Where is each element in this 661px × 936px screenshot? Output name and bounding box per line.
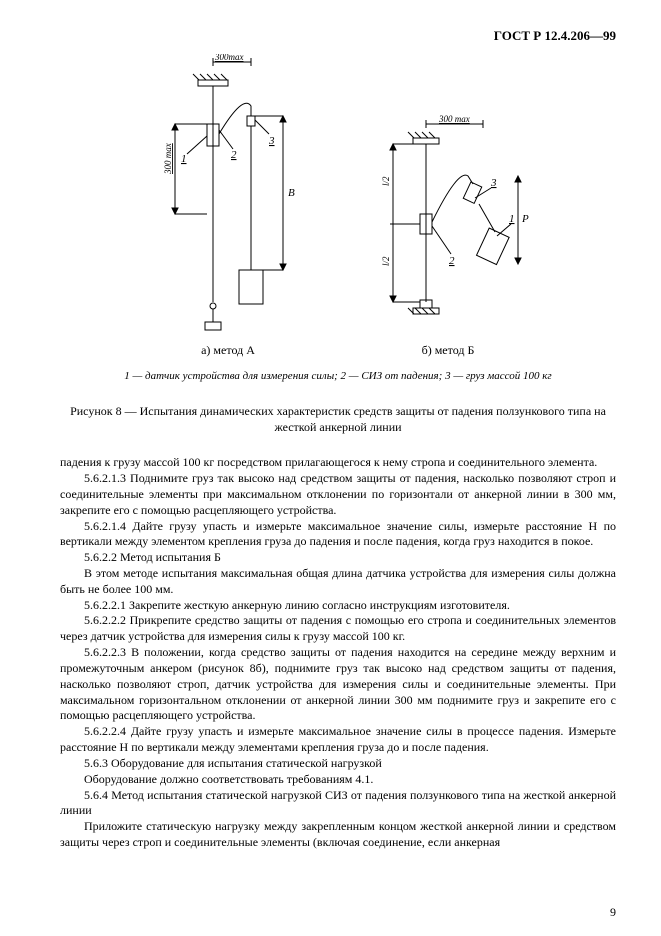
label-3-a: 3 bbox=[268, 135, 275, 147]
figure-b-caption: б) метод Б bbox=[363, 343, 533, 358]
dim-top-a: 300max bbox=[214, 54, 244, 62]
figure-a-caption: а) метод А bbox=[143, 343, 313, 358]
paragraph: 5.6.3 Оборудование для испытания статиче… bbox=[60, 756, 616, 772]
label-2-b: 2 bbox=[449, 255, 455, 267]
figures-row: 300max 300 max B 1 2 3 а) метод А bbox=[60, 54, 616, 358]
figure-a: 300max 300 max B 1 2 3 а) метод А bbox=[143, 54, 313, 358]
paragraph: падения к грузу массой 100 кг посредство… bbox=[60, 455, 616, 471]
page-number: 9 bbox=[610, 905, 616, 920]
figure-title: Рисунок 8 — Испытания динамических харак… bbox=[60, 404, 616, 435]
label-1-b: 1 bbox=[509, 213, 515, 225]
paragraph: В этом методе испытания максимальная общ… bbox=[60, 566, 616, 598]
figure-b: 300 max l/2 l/2 P 3 1 2 б) метод Б bbox=[363, 114, 533, 358]
page: ГОСТ Р 12.4.206—99 bbox=[0, 0, 661, 936]
paragraph: 5.6.2.2 Метод испытания Б bbox=[60, 550, 616, 566]
dim-left-b-1: l/2 bbox=[381, 176, 391, 186]
body-text: падения к грузу массой 100 кг посредство… bbox=[60, 455, 616, 851]
label-2-a: 2 bbox=[231, 149, 237, 161]
dim-left-a: 300 max bbox=[163, 143, 173, 175]
dim-right-a: B bbox=[288, 187, 295, 199]
label-1-a: 1 bbox=[181, 153, 187, 165]
paragraph: 5.6.2.2.1 Закрепите жесткую анкерную лин… bbox=[60, 598, 616, 614]
label-3-b: 3 bbox=[490, 177, 497, 189]
dim-left-b-2: l/2 bbox=[381, 256, 391, 266]
figure-b-svg: 300 max l/2 l/2 P 3 1 2 bbox=[363, 114, 533, 339]
paragraph: 5.6.2.1.4 Дайте грузу упасть и измерьте … bbox=[60, 519, 616, 551]
paragraph: Приложите статическую нагрузку между зак… bbox=[60, 819, 616, 851]
document-code: ГОСТ Р 12.4.206—99 bbox=[60, 28, 616, 44]
paragraph: 5.6.2.2.4 Дайте грузу упасть и измерьте … bbox=[60, 724, 616, 756]
paragraph: 5.6.4 Метод испытания статической нагруз… bbox=[60, 788, 616, 820]
paragraph: 5.6.2.2.2 Прикрепите средство защиты от … bbox=[60, 613, 616, 645]
dim-right-b: P bbox=[521, 213, 529, 225]
paragraph: 5.6.2.1.3 Поднимите груз так высоко над … bbox=[60, 471, 616, 518]
paragraph: 5.6.2.2.3 В положении, когда средство за… bbox=[60, 645, 616, 724]
dim-top-b: 300 max bbox=[438, 114, 470, 124]
figure-legend: 1 — датчик устройства для измерения силы… bbox=[60, 370, 616, 382]
figure-a-svg: 300max 300 max B 1 2 3 bbox=[143, 54, 313, 339]
paragraph: Оборудование должно соответствовать треб… bbox=[60, 772, 616, 788]
